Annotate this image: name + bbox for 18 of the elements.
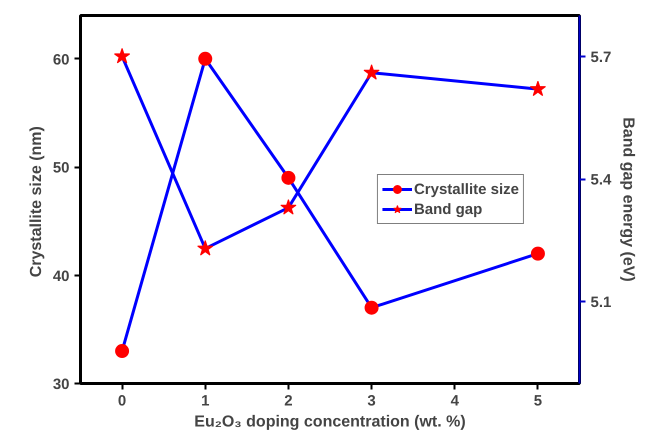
x-tick-label: 0 xyxy=(118,392,126,410)
x-tick-label: 4 xyxy=(450,392,460,410)
legend-label: Crystallite size xyxy=(414,180,519,198)
y2-axis-title: Band gap energy (eV) xyxy=(619,117,636,282)
y-tick-label: 40 xyxy=(52,268,70,285)
y-axis-title: Crystallite size (nm) xyxy=(28,126,45,278)
y-tick-label: 30 xyxy=(52,376,70,393)
y-tick-label: 50 xyxy=(52,160,70,177)
x-axis-title: Eu₂O₃ doping concentration (wt. %) xyxy=(194,414,466,430)
x-tick-label: 3 xyxy=(367,392,376,410)
y-tick-label: 60 xyxy=(52,51,70,68)
x-tick-label: 2 xyxy=(284,392,293,410)
y2-tick-label: 5.7 xyxy=(590,48,612,66)
y2-tick-label: 5.4 xyxy=(590,172,612,189)
y2-tick-label: 5.1 xyxy=(590,294,612,312)
x-tick-label: 5 xyxy=(534,392,542,410)
x-tick-label: 1 xyxy=(201,392,210,410)
legend-label: Band gap xyxy=(414,200,482,218)
